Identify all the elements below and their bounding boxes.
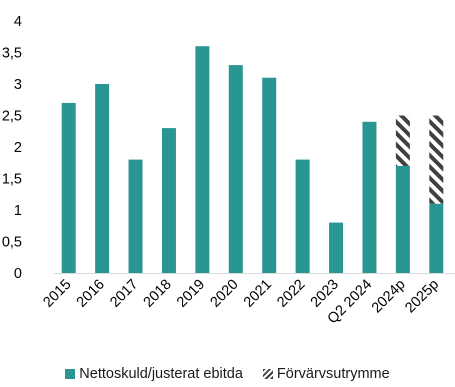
x-tick-label: 2016 xyxy=(74,277,108,311)
legend: Nettoskuld/justerat ebitda Förvärvsutrym… xyxy=(0,364,455,384)
legend-item-forvarvsutrymme: Förvärvsutrymme xyxy=(262,366,390,382)
bar-nettoskuld xyxy=(295,159,310,273)
bar-forvarvsutrymme xyxy=(395,115,410,166)
bar-nettoskuld xyxy=(329,222,344,273)
bar-nettoskuld xyxy=(161,128,176,273)
x-tick-label: 2020 xyxy=(207,277,241,311)
legend-swatch-nettoskuld xyxy=(65,369,76,379)
x-tick-label: 2017 xyxy=(107,277,141,311)
y-tick-label: 4 xyxy=(14,14,22,30)
x-tick-label: 2019 xyxy=(174,277,208,311)
bar-nettoskuld xyxy=(429,203,444,273)
x-tick-label: 2025p xyxy=(402,277,442,317)
legend-label-forvarvsutrymme: Förvärvsutrymme xyxy=(276,366,390,382)
x-tick-label: 2018 xyxy=(141,277,175,311)
y-tick-label: 3 xyxy=(14,77,22,93)
y-tick-label: 0 xyxy=(14,266,22,282)
legend-swatch-forvarvsutrymme xyxy=(262,369,273,379)
bar-nettoskuld xyxy=(61,102,76,274)
x-tick-label: 2021 xyxy=(241,277,275,311)
bar-nettoskuld xyxy=(395,165,410,273)
bar-nettoskuld xyxy=(228,65,243,273)
chart-plot-area: 00,511,522,533,54 2015 2016 2017 2018 2019 20… xyxy=(2,14,455,327)
y-tick-label: 3,5 xyxy=(2,46,22,62)
bar-nettoskuld xyxy=(195,46,210,274)
legend-item-nettoskuld: Nettoskuld/justerat ebitda xyxy=(65,366,243,382)
y-tick-label: 1 xyxy=(14,203,22,219)
x-tick-label: 2024p xyxy=(369,277,409,317)
bar-nettoskuld xyxy=(95,84,110,273)
x-tick-label: 2015 xyxy=(40,277,74,311)
bar-nettoskuld xyxy=(128,159,143,273)
y-tick-label: 1,5 xyxy=(2,172,22,188)
y-axis: 0 0,5 1 1,5 2 2,5 3 3,5 4 xyxy=(2,14,22,282)
y-tick-label: 2 xyxy=(14,140,22,156)
y-tick-label: 2,5 xyxy=(2,109,22,125)
legend-label-nettoskuld: Nettoskuld/justerat ebitda xyxy=(79,366,243,382)
bars-group xyxy=(61,46,444,274)
bar-nettoskuld xyxy=(262,77,277,273)
bar-nettoskuld xyxy=(362,121,377,273)
bar-forvarvsutrymme xyxy=(429,115,444,204)
y-tick-label: 0,5 xyxy=(2,235,22,251)
x-tick-label: 2022 xyxy=(274,277,308,311)
